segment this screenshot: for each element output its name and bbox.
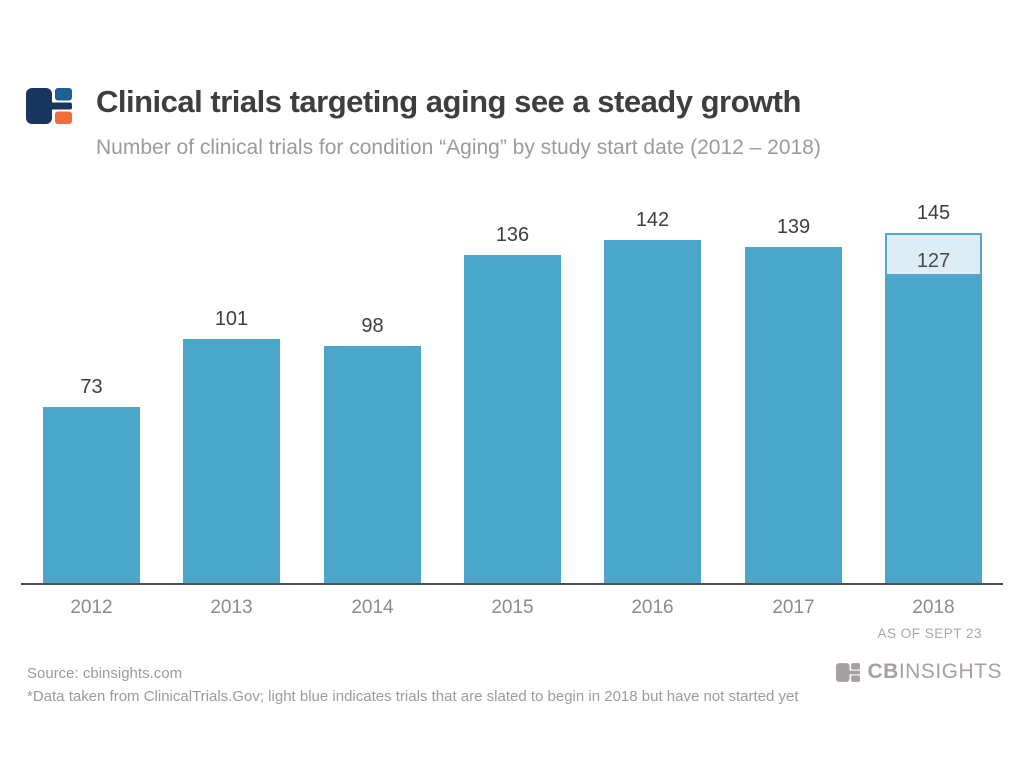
bar-group-2016: 142 <box>604 209 701 583</box>
x-axis-line <box>21 583 1003 585</box>
wordmark-cb: CB <box>867 660 899 683</box>
bar-segment-started <box>183 339 280 583</box>
bar-segment-started <box>604 240 701 583</box>
bar-group-2017: 139 <box>745 216 842 583</box>
bar-value-label: 142 <box>635 209 670 231</box>
bar-segment-started <box>43 407 140 583</box>
cbinsights-logo-icon <box>26 88 72 124</box>
wordmark-text: CBINSIGHTS <box>867 660 1002 684</box>
x-axis-labels: 2012 2013 2014 2015 2016 2017 2018 <box>21 597 1003 621</box>
bar-value-label: 98 <box>361 315 384 337</box>
x-axis-label-2013: 2013 <box>210 597 253 618</box>
chart-subtitle: Number of clinical trials for condition … <box>96 136 821 159</box>
bar-group-2015: 136 <box>464 224 561 583</box>
bar-value-label: 73 <box>80 376 103 398</box>
x-axis-label-2018: 2018 <box>912 597 955 618</box>
bar-segment-pending: 127 <box>885 233 982 276</box>
bar-chart: 73 101 98 136 142 139 127 145 <box>21 202 1003 583</box>
footnote-text: *Data taken from ClinicalTrials.Gov; lig… <box>27 688 799 705</box>
bar-group-2018: 127 145 <box>885 202 982 583</box>
bar-group-2014: 98 <box>324 315 421 583</box>
bar-group-2013: 101 <box>183 308 280 583</box>
bar-value-label: 145 <box>916 202 951 224</box>
x-axis-label-2017: 2017 <box>772 597 815 618</box>
x-axis-label-2015: 2015 <box>491 597 534 618</box>
bar-value-label: 101 <box>214 308 249 330</box>
x-axis-label-2012: 2012 <box>70 597 113 618</box>
bar-segment-started <box>324 346 421 583</box>
bar-group-2012: 73 <box>43 376 140 583</box>
bar-segment-started <box>464 255 561 583</box>
bar-value-label: 136 <box>495 224 530 246</box>
cbinsights-wordmark-icon-gray <box>836 662 861 682</box>
cbinsights-wordmark: CBINSIGHTS <box>836 660 1002 684</box>
x-axis-label-2016: 2016 <box>631 597 674 618</box>
bar-segment-started <box>885 276 982 583</box>
bar-value-label: 139 <box>776 216 811 238</box>
source-text: Source: cbinsights.com <box>27 665 183 682</box>
bar-segment-started <box>745 247 842 583</box>
bar-inner-label: 127 <box>916 250 951 272</box>
as-of-note: AS OF SEPT 23 <box>877 626 982 641</box>
wordmark-insights: INSIGHTS <box>898 660 1002 683</box>
chart-title: Clinical trials targeting aging see a st… <box>96 84 801 119</box>
x-axis-label-2014: 2014 <box>351 597 394 618</box>
